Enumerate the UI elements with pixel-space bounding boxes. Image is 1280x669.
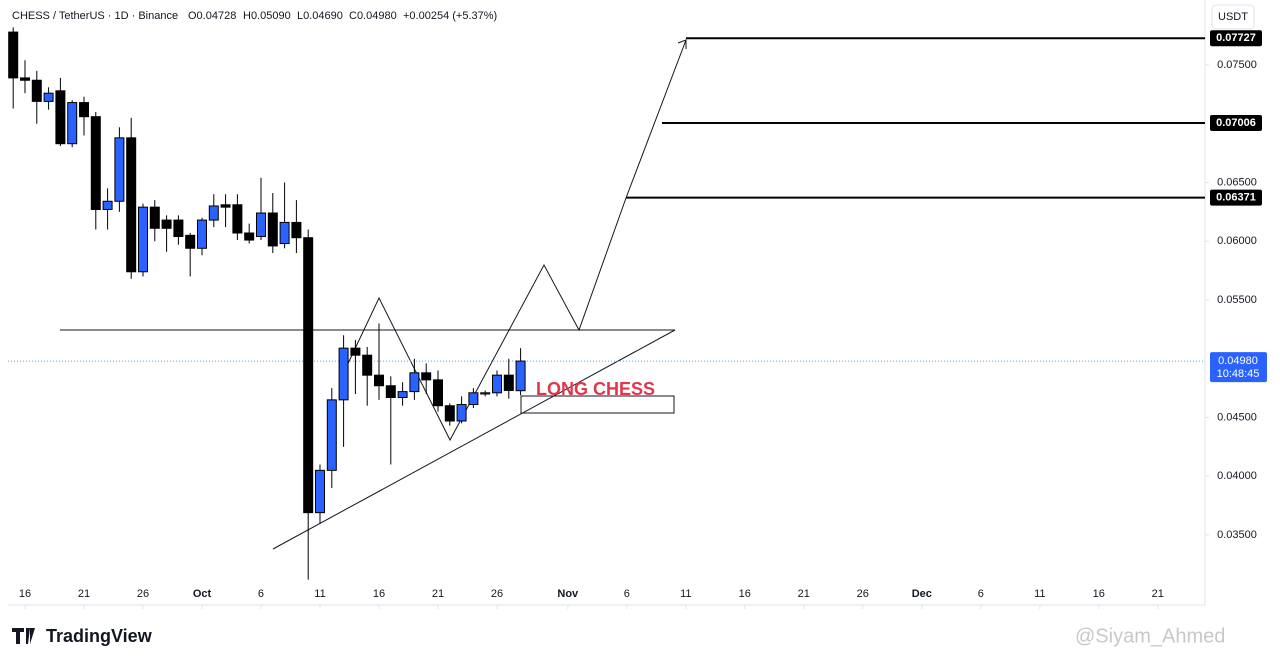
candle-body: [196, 219, 207, 249]
candle-body: [161, 219, 172, 229]
candle-body: [267, 212, 278, 247]
candle-body: [480, 392, 491, 395]
candle-body: [338, 347, 349, 401]
symbol: CHESS / TetherUS · 1D · Binance: [12, 10, 178, 22]
arrow-head: [677, 39, 687, 49]
x-tick-label: 6: [978, 588, 984, 600]
candle-body: [8, 31, 19, 79]
countdown-label: 10:48:45: [1217, 368, 1260, 380]
level-label: 0.07727: [1216, 32, 1256, 44]
x-tick-label: 6: [624, 588, 630, 600]
open-label: O0.04728: [188, 10, 236, 22]
y-tick-label: 0.03500: [1217, 529, 1257, 541]
x-tick-label: Dec: [912, 588, 932, 600]
candle-body: [114, 137, 125, 202]
level-label: 0.06371: [1216, 192, 1256, 204]
candle-body: [173, 219, 184, 238]
x-tick-label: 26: [857, 588, 869, 600]
level-label: 0.07006: [1216, 117, 1256, 129]
x-tick-label: 16: [1093, 588, 1105, 600]
y-tick-label: 0.04000: [1217, 470, 1257, 482]
candle-body: [314, 469, 325, 514]
candle-body: [444, 405, 455, 422]
candle-body: [31, 79, 42, 102]
candle-body: [491, 374, 502, 394]
header: CHESS / TetherUS · 1D · Binance O0.04728…: [12, 10, 497, 22]
candle-body: [220, 204, 231, 208]
close-label: C0.04980: [349, 10, 397, 22]
candle-body: [67, 102, 78, 145]
last-price-box: [1210, 352, 1267, 383]
candle-body: [137, 206, 148, 273]
candle-body: [19, 77, 30, 81]
candle-body: [208, 205, 219, 221]
level-label-box: [1210, 189, 1262, 206]
y-tick-label: 0.05500: [1217, 294, 1257, 306]
candle-body: [468, 392, 479, 406]
candle-body: [409, 372, 420, 393]
candle-body: [432, 379, 443, 407]
y-tick-label: 0.06000: [1217, 235, 1257, 247]
candle-body: [303, 237, 314, 514]
low-label: L0.04690: [297, 10, 343, 22]
change-label: +0.00254 (+5.37%): [403, 10, 497, 22]
currency[interactable]: USDT: [1218, 11, 1248, 23]
x-tick-label: 11: [680, 588, 691, 600]
candle-body: [291, 221, 302, 239]
candle-body: [126, 137, 137, 273]
x-tick-label: Oct: [193, 588, 212, 600]
candle-body: [456, 404, 467, 422]
x-tick-label: 26: [137, 588, 149, 600]
candle-body: [421, 372, 432, 381]
annotation: LONG CHESS: [536, 379, 655, 399]
currency-button[interactable]: [1211, 4, 1255, 30]
brand: TradingView: [46, 626, 153, 646]
candle-body: [326, 399, 337, 471]
candle-body: [385, 385, 396, 398]
last-price-label: 0.04980: [1218, 355, 1258, 367]
x-tick-label: 21: [1152, 588, 1164, 600]
x-tick-label: 26: [491, 588, 503, 600]
x-tick-label: Nov: [557, 588, 579, 600]
candle-body: [373, 374, 384, 387]
x-tick-label: 16: [373, 588, 385, 600]
candle-body: [515, 360, 526, 392]
candle-body: [149, 206, 160, 229]
candle-body: [350, 347, 361, 356]
candle-body: [102, 200, 113, 210]
x-tick-label: 16: [19, 588, 31, 600]
x-tick-label: 11: [1034, 588, 1045, 600]
x-tick-label: 21: [798, 588, 810, 600]
high-label: H0.05090: [243, 10, 291, 22]
level-label-box: [1210, 30, 1262, 47]
watermark: @Siyam_Ahmed: [1075, 625, 1225, 647]
candle-body: [362, 354, 373, 376]
candle-body: [279, 221, 290, 245]
x-tick-label: 6: [258, 588, 264, 600]
candle-body: [255, 212, 266, 238]
candle-body: [397, 391, 408, 398]
support-line: [272, 329, 676, 550]
y-tick-label: 0.04500: [1217, 411, 1257, 423]
candle-body: [185, 234, 196, 249]
candle-body: [90, 116, 101, 210]
footer: ⁠ TradingView @Siyam_Ahmed: [12, 625, 1225, 647]
level-label-box: [1210, 115, 1262, 132]
x-tick-label: 21: [432, 588, 444, 600]
entry-box: [520, 395, 675, 414]
candle-body: [43, 92, 54, 102]
candle-body: [503, 374, 514, 391]
x-tick-label: 16: [739, 588, 751, 600]
candle-body: [232, 204, 243, 234]
y-tick-label: 0.06500: [1217, 176, 1257, 188]
candle-body: [55, 90, 66, 145]
x-tick-label: 21: [78, 588, 90, 600]
candle-body: [244, 232, 255, 241]
logo-icon: [12, 628, 35, 644]
x-tick-label: 11: [314, 588, 325, 600]
y-tick-label: 0.07500: [1217, 59, 1257, 71]
candle-body: [78, 102, 89, 118]
